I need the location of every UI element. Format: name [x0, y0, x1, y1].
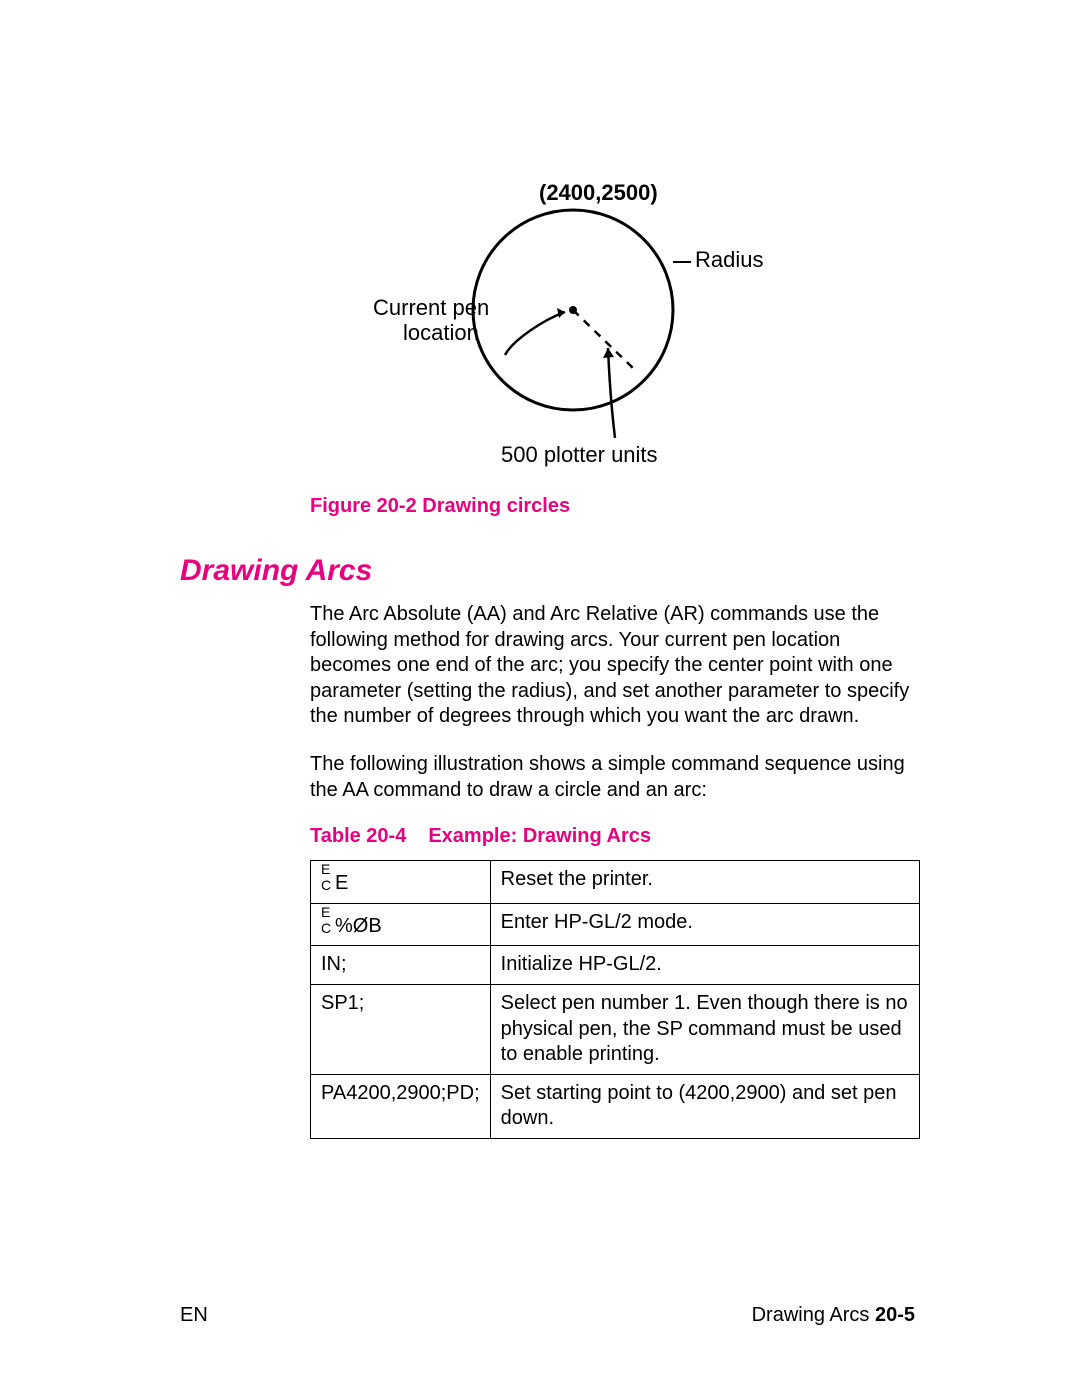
svg-text:Current pen: Current pen	[373, 295, 489, 320]
description-cell: Reset the printer.	[490, 861, 919, 904]
table-row: ECEReset the printer.	[311, 861, 920, 904]
svg-text:location: location	[403, 320, 479, 345]
command-cell: IN;	[311, 946, 491, 985]
command-cell: PA4200,2900;PD;	[311, 1074, 491, 1138]
footer-left: EN	[180, 1304, 208, 1327]
table-row: EC%ØBEnter HP-GL/2 mode.	[311, 903, 920, 946]
table-row: PA4200,2900;PD;Set starting point to (42…	[311, 1074, 920, 1138]
table-caption-title: Example: Drawing Arcs	[428, 825, 651, 847]
command-cell: ECE	[311, 861, 491, 904]
footer-right-text: Drawing Arcs	[752, 1304, 875, 1326]
paragraph-2: The following illustration shows a simpl…	[310, 752, 915, 803]
command-cell: EC%ØB	[311, 903, 491, 946]
footer-right: Drawing Arcs 20-5	[752, 1304, 915, 1327]
figure-diagram: (2400,2500) Radius Current penlocation 500 …	[313, 180, 783, 470]
svg-text:Radius: Radius	[695, 247, 763, 272]
command-cell: SP1;	[311, 984, 491, 1074]
description-cell: Select pen number 1. Even though there i…	[490, 984, 919, 1074]
table-caption: Table 20-4 Example: Drawing Arcs	[310, 825, 915, 848]
paragraph-1: The Arc Absolute (AA) and Arc Relative (…	[310, 602, 915, 730]
table-row: IN;Initialize HP-GL/2.	[311, 946, 920, 985]
table-row: SP1;Select pen number 1. Even though the…	[311, 984, 920, 1074]
svg-text:500 plotter units: 500 plotter units	[501, 442, 658, 467]
page: (2400,2500) Radius Current penlocation 500 …	[0, 0, 1080, 1397]
section-heading: Drawing Arcs	[180, 554, 915, 588]
svg-text:(2400,2500): (2400,2500)	[539, 180, 658, 205]
figure-wrap: (2400,2500) Radius Current penlocation 500 …	[180, 180, 915, 475]
figure-caption: Figure 20-2 Drawing circles	[310, 495, 915, 518]
description-cell: Enter HP-GL/2 mode.	[490, 903, 919, 946]
table-caption-prefix: Table 20-4	[310, 825, 406, 847]
description-cell: Initialize HP-GL/2.	[490, 946, 919, 985]
page-footer: EN Drawing Arcs 20-5	[180, 1304, 915, 1327]
footer-page-number: 20-5	[875, 1304, 915, 1326]
command-table: ECEReset the printer.EC%ØBEnter HP-GL/2 …	[310, 860, 920, 1139]
description-cell: Set starting point to (4200,2900) and se…	[490, 1074, 919, 1138]
